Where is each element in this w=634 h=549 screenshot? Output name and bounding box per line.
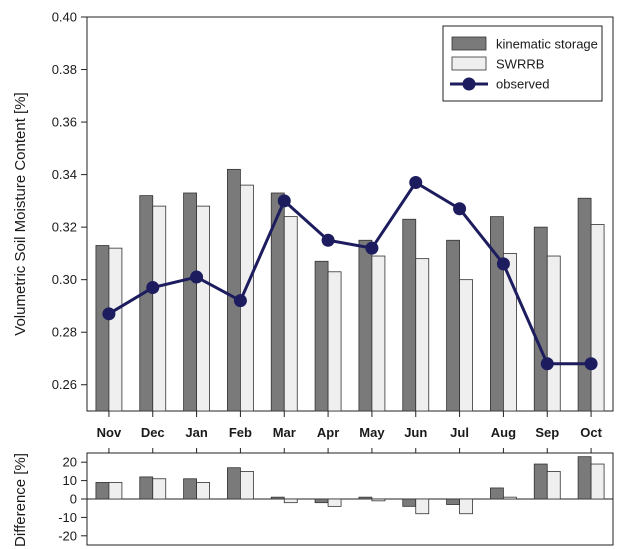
difference-bar-swrrb-jan — [196, 482, 210, 500]
difference-bar-kinematic-storage-nov — [95, 482, 110, 500]
legend-swatch-kinematic-storage — [451, 36, 487, 51]
difference-y-tick-label: 10 — [63, 473, 77, 488]
difference-panel: -20 -10 0 10 20 — [58, 448, 614, 546]
difference-y-axis-title: Difference [%] — [12, 453, 29, 547]
difference-y-tick-label: 20 — [63, 455, 77, 470]
x-tick-label-aug: Aug — [491, 425, 516, 440]
difference-bar-swrrb-feb — [240, 470, 254, 500]
observed-point-feb — [233, 294, 247, 308]
difference-bar-swrrb-oct — [590, 463, 605, 500]
difference-bar-swrrb-may — [371, 498, 386, 502]
observed-point-jul — [453, 202, 467, 216]
difference-bar-swrrb-mar — [283, 498, 298, 504]
bar-swrrb-nov — [108, 247, 123, 412]
difference-y-tick-label: -10 — [58, 510, 77, 525]
observed-point-nov — [102, 307, 116, 321]
difference-bar-kinematic-storage-sep — [533, 463, 548, 500]
legend-label-kinematic-storage: kinematic storage — [496, 37, 598, 52]
main-y-tick-label: 0.38 — [52, 62, 77, 77]
main-y-tick-label: 0.32 — [52, 220, 77, 235]
observed-point-oct — [584, 357, 598, 371]
difference-bar-kinematic-storage-mar — [270, 496, 285, 500]
bar-kinematic-storage-oct — [577, 197, 592, 412]
bar-swrrb-may — [371, 255, 386, 412]
main-y-tick-label: 0.40 — [52, 10, 77, 25]
main-panel: 0.26 0.28 0.30 0.32 0.34 0.36 0.38 0.40 kinemat… — [52, 10, 614, 417]
bar-kinematic-storage-apr — [314, 260, 329, 412]
difference-bar-swrrb-sep — [546, 470, 561, 500]
difference-bar-kinematic-storage-may — [358, 496, 373, 500]
bar-kinematic-storage-sep — [533, 226, 548, 412]
x-tick-label-sep: Sep — [535, 425, 559, 440]
legend-label-swrrb: SWRRB — [496, 57, 544, 72]
main-y-axis-title: Volumetric Soil Moisture Content [%] — [12, 92, 29, 335]
difference-plot-area: -20 -10 0 10 20 — [58, 448, 614, 546]
observed-point-dec — [146, 281, 160, 295]
difference-bar-kinematic-storage-apr — [314, 498, 329, 504]
bar-kinematic-storage-dec — [139, 195, 154, 412]
bar-kinematic-storage-may — [358, 239, 373, 412]
legend-swatch-swrrb — [451, 56, 487, 71]
bar-kinematic-storage-feb — [227, 168, 241, 412]
x-tick-label-jul: Jul — [450, 425, 469, 440]
difference-bar-kinematic-storage-oct — [577, 456, 592, 500]
x-tick-label-jun: Jun — [404, 425, 427, 440]
difference-bar-swrrb-jun — [415, 498, 430, 515]
observed-line — [108, 180, 592, 366]
difference-bar-kinematic-storage-dec — [139, 476, 154, 500]
bar-kinematic-storage-jan — [183, 192, 197, 412]
difference-bar-swrrb-dec — [152, 478, 167, 500]
bar-swrrb-apr — [327, 271, 342, 412]
difference-bar-kinematic-storage-feb — [227, 467, 241, 500]
observed-point-aug — [496, 257, 510, 271]
observed-point-sep — [540, 357, 554, 371]
bar-kinematic-storage-nov — [95, 245, 110, 412]
x-tick-label-mar: Mar — [273, 425, 296, 440]
difference-bar-kinematic-storage-jul — [446, 498, 460, 505]
legend: kinematic storage SWRRB observed — [442, 25, 603, 102]
bar-kinematic-storage-aug — [490, 216, 504, 412]
observed-point-apr — [321, 233, 335, 247]
bar-swrrb-jul — [459, 279, 473, 412]
x-tick-label-dec: Dec — [141, 425, 165, 440]
observed-point-jan — [190, 270, 204, 284]
observed-point-mar — [277, 194, 291, 208]
x-tick-label-may: May — [359, 425, 385, 440]
bar-swrrb-aug — [503, 252, 517, 412]
observed-point-jun — [409, 175, 423, 189]
main-y-tick-label: 0.30 — [52, 272, 77, 287]
x-tick-label-nov: Nov — [97, 425, 122, 440]
x-tick-label-jan: Jan — [185, 425, 207, 440]
bar-swrrb-jun — [415, 258, 430, 412]
difference-bar-kinematic-storage-jan — [183, 478, 197, 500]
main-y-tick-label: 0.28 — [52, 325, 77, 340]
bar-swrrb-dec — [152, 205, 167, 412]
difference-bar-swrrb-nov — [108, 482, 123, 500]
difference-bar-swrrb-jul — [459, 498, 473, 515]
difference-bar-kinematic-storage-jun — [402, 498, 417, 507]
x-tick-label-feb: Feb — [229, 425, 252, 440]
main-y-tick-label: 0.34 — [52, 167, 77, 182]
difference-y-tick-label: 0 — [70, 492, 77, 507]
difference-bar-kinematic-storage-aug — [490, 487, 504, 500]
bar-swrrb-mar — [283, 216, 298, 412]
difference-y-tick-label: -20 — [58, 528, 77, 543]
main-y-tick-label: 0.26 — [52, 377, 77, 392]
bar-swrrb-jan — [196, 205, 210, 412]
difference-bar-swrrb-aug — [503, 496, 517, 500]
x-tick-label-oct: Oct — [580, 425, 602, 440]
observed-point-may — [365, 241, 379, 255]
bar-swrrb-oct — [590, 224, 605, 412]
legend-marker-observed — [462, 77, 476, 91]
x-tick-label-apr: Apr — [317, 425, 339, 440]
legend-label-observed: observed — [496, 77, 549, 92]
bar-kinematic-storage-jul — [446, 239, 460, 412]
bar-swrrb-sep — [546, 255, 561, 412]
bar-kinematic-storage-jun — [402, 218, 417, 412]
x-axis-month-labels: Nov Dec Jan Feb Mar Apr May Jun Jul Aug Sep Oct — [97, 425, 603, 440]
difference-bar-swrrb-apr — [327, 498, 342, 507]
main-y-tick-label: 0.36 — [52, 115, 77, 130]
